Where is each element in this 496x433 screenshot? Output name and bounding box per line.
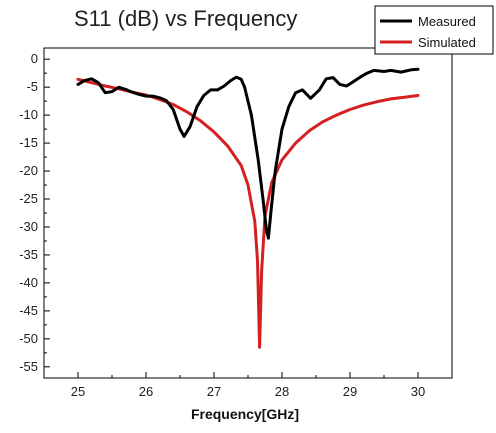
legend-label-measured: Measured — [418, 14, 476, 29]
x-axis-label: Frequency[GHz] — [191, 406, 299, 422]
series-line-measured — [76, 67, 420, 240]
y-tick-label: -20 — [19, 163, 38, 178]
y-tick-label: -35 — [19, 247, 38, 262]
y-tick-label: -10 — [19, 107, 38, 122]
y-tick-label: -50 — [19, 331, 38, 346]
y-tick-label: -45 — [19, 303, 38, 318]
x-axis: 25 26 27 28 29 30 — [43, 372, 453, 399]
chart-title: S11 (dB) vs Frequency — [74, 6, 297, 31]
x-tick-label: 25 — [71, 384, 85, 399]
series-layer — [76, 67, 420, 349]
y-tick-label: -55 — [19, 359, 38, 374]
y-axis: 0 -5 -10 -15 -20 -25 -30 -35 -40 -45 -50 -55 — [19, 51, 50, 374]
y-tick-label: -30 — [19, 219, 38, 234]
x-tick-label: 26 — [139, 384, 153, 399]
y-tick-label: -5 — [26, 79, 38, 94]
y-tick-label: -40 — [19, 275, 38, 290]
y-tick-label: -25 — [19, 191, 38, 206]
legend: Measured Simulated — [374, 5, 494, 55]
y-tick-label: 0 — [31, 51, 38, 66]
series-line-simulated — [76, 77, 420, 349]
legend-box — [374, 5, 494, 55]
x-tick-label: 30 — [411, 384, 425, 399]
x-tick-label: 28 — [275, 384, 289, 399]
y-tick-label: -15 — [19, 135, 38, 150]
legend-label-simulated: Simulated — [418, 35, 476, 50]
x-tick-label: 29 — [343, 384, 357, 399]
x-tick-label: 27 — [207, 384, 221, 399]
